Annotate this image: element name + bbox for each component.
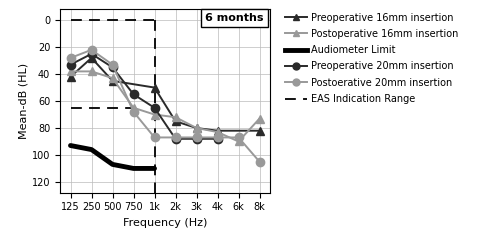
Text: 6 months: 6 months bbox=[205, 13, 264, 23]
X-axis label: Frequency (Hz): Frequency (Hz) bbox=[123, 218, 207, 228]
Legend: Preoperative 16mm insertion, Postoperative 16mm insertion, Audiometer Limit, Pre: Preoperative 16mm insertion, Postoperati… bbox=[284, 11, 461, 106]
Y-axis label: Mean-dB (HL): Mean-dB (HL) bbox=[19, 63, 29, 139]
